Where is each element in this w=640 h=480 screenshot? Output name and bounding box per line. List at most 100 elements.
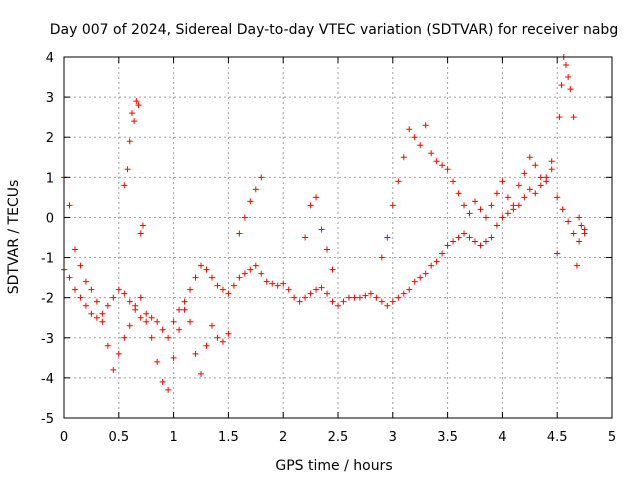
data-point	[104, 302, 111, 309]
data-point	[444, 166, 451, 173]
data-point	[192, 350, 199, 357]
data-point	[252, 262, 259, 269]
data-point	[165, 334, 172, 341]
data-point	[181, 306, 188, 313]
data-point	[324, 290, 331, 297]
data-point	[198, 370, 204, 377]
data-point	[521, 170, 528, 177]
series-excursion-trace	[121, 54, 588, 273]
data-point	[400, 290, 407, 297]
y-tick-label: -1	[41, 252, 54, 267]
y-tick-label: 2	[46, 131, 54, 146]
data-point	[570, 114, 577, 121]
data-point	[417, 142, 424, 149]
data-point	[565, 74, 572, 81]
y-tick-label: 4	[46, 51, 54, 66]
data-point	[104, 342, 111, 349]
data-point	[99, 310, 106, 317]
data-point	[406, 126, 413, 133]
data-point	[573, 262, 580, 269]
data-point	[121, 182, 128, 189]
data-point	[93, 314, 100, 321]
x-tick-label: 4.5	[547, 430, 568, 445]
data-point	[345, 294, 352, 301]
data-point	[428, 262, 435, 269]
data-point	[362, 292, 369, 299]
data-point	[554, 250, 561, 257]
data-point	[581, 230, 588, 237]
data-point	[128, 110, 135, 117]
data-point	[422, 270, 429, 277]
data-point	[258, 270, 265, 277]
data-point	[77, 294, 84, 301]
y-tick-labels: -5 -4 -3 -2 -1 0 1 2 3 4	[41, 51, 54, 427]
data-point	[247, 266, 254, 273]
grid	[64, 57, 612, 418]
data-point	[558, 82, 565, 89]
data-point	[236, 230, 243, 237]
data-point	[203, 266, 210, 273]
data-point	[148, 334, 155, 341]
data-point	[461, 230, 468, 237]
data-point	[203, 342, 210, 349]
data-point	[406, 286, 413, 293]
data-point	[537, 182, 544, 189]
data-point	[307, 202, 314, 209]
data-point	[137, 230, 144, 237]
data-point	[307, 290, 314, 297]
data-point	[466, 234, 473, 241]
data-point	[400, 154, 407, 161]
data-point	[236, 274, 243, 281]
data-point	[126, 298, 133, 305]
data-point	[556, 114, 563, 121]
data-point	[466, 210, 473, 217]
data-point	[139, 222, 146, 229]
data-point	[548, 158, 555, 165]
data-point	[214, 282, 221, 289]
data-point	[274, 282, 281, 289]
data-point	[411, 134, 418, 141]
data-point	[77, 262, 84, 269]
data-point	[433, 258, 440, 265]
data-point	[515, 202, 522, 209]
x-tick-label: 0	[60, 430, 68, 445]
chart-title: Day 007 of 2024, Sidereal Day-to-day VTE…	[50, 22, 618, 38]
data-point	[143, 310, 150, 317]
data-point	[537, 174, 544, 181]
x-axis-label: GPS time / hours	[275, 458, 392, 474]
data-point	[296, 298, 303, 305]
data-point	[499, 178, 506, 185]
data-point	[482, 238, 489, 245]
data-point	[439, 250, 446, 257]
data-point	[219, 338, 226, 345]
x-tick-label: 3	[389, 430, 397, 445]
data-point	[269, 280, 276, 287]
data-point	[504, 210, 511, 217]
x-tick-label: 1.5	[218, 430, 239, 445]
data-point	[247, 198, 254, 205]
data-point	[422, 122, 429, 129]
y-axis-label: SDTVAR / TECUs	[6, 180, 22, 295]
data-point	[252, 186, 259, 193]
data-point	[543, 178, 550, 185]
data-point	[192, 274, 199, 281]
data-point	[82, 278, 89, 285]
data-point	[181, 298, 188, 305]
data-point	[124, 166, 131, 173]
data-point	[493, 222, 500, 229]
data-point	[214, 334, 221, 341]
data-point	[318, 284, 325, 291]
data-point	[159, 326, 166, 333]
data-point	[526, 186, 533, 193]
data-point	[126, 138, 133, 145]
data-point	[373, 294, 380, 301]
data-point	[115, 286, 122, 293]
data-point	[554, 194, 561, 201]
data-point	[428, 150, 435, 157]
data-point	[455, 234, 462, 241]
data-point	[472, 198, 478, 205]
data-point	[351, 294, 358, 301]
data-point	[499, 214, 506, 221]
x-tick-label: 2	[279, 430, 287, 445]
y-tick-label: -3	[41, 332, 54, 347]
